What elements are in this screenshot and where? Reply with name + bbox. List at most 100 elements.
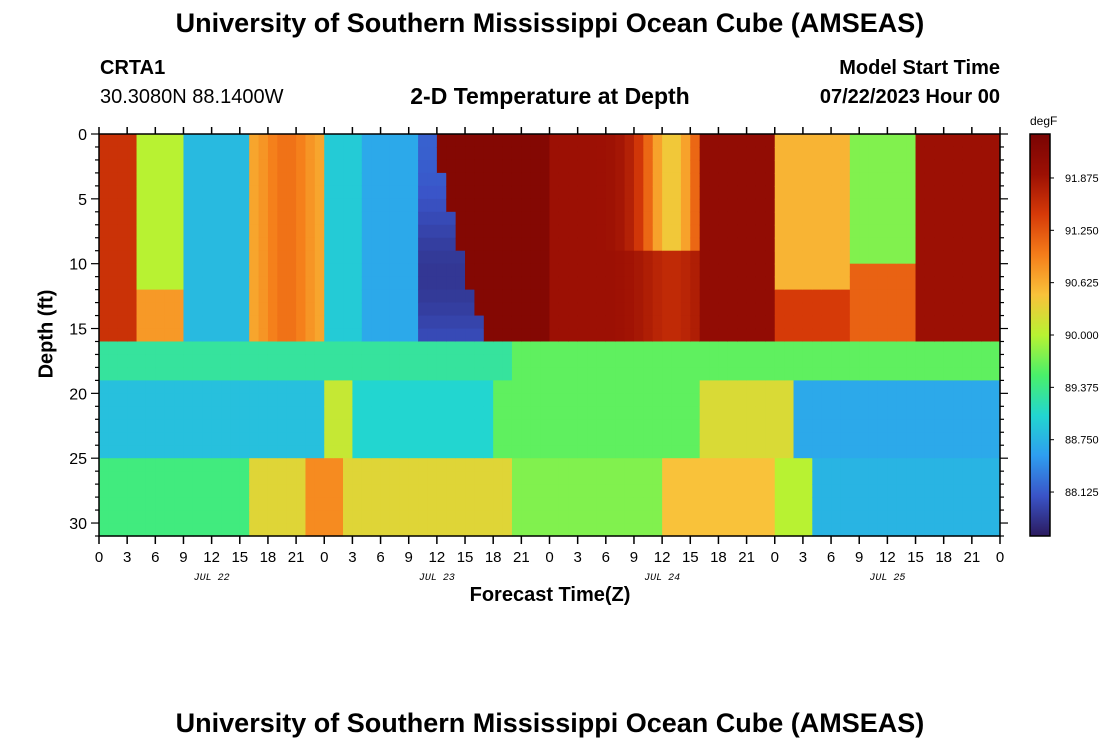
heatmap-cell [709, 159, 720, 174]
heatmap-cell [765, 341, 776, 356]
heatmap-cell [624, 146, 635, 161]
heatmap-cell [859, 276, 870, 291]
heatmap-cell [709, 185, 720, 200]
heatmap-cell [962, 237, 973, 252]
heatmap-cell [558, 146, 569, 161]
heatmap-cell [718, 185, 729, 200]
heatmap-cell [887, 341, 898, 356]
heatmap-cell [155, 185, 166, 200]
heatmap-cell [267, 328, 278, 343]
heatmap-cell [934, 393, 945, 407]
heatmap-cell [389, 445, 400, 459]
heatmap-cell [568, 198, 579, 213]
heatmap-cell [446, 497, 457, 511]
heatmap-cell [746, 445, 757, 459]
heatmap-cell [924, 445, 935, 459]
heatmap-cell [258, 354, 269, 369]
heatmap-cell [549, 263, 560, 278]
heatmap-cell [493, 497, 504, 511]
heatmap-cell [249, 159, 260, 174]
heatmap-cell [343, 211, 354, 226]
heatmap-cell [934, 263, 945, 278]
heatmap-cell [737, 497, 748, 511]
heatmap-cell [465, 354, 476, 369]
heatmap-cell [906, 380, 917, 394]
heatmap-cell [361, 523, 372, 537]
heatmap-cell [249, 250, 260, 265]
heatmap-cell [887, 198, 898, 213]
heatmap-cell [821, 471, 832, 485]
heatmap-cell [643, 523, 654, 537]
heatmap-cell [709, 134, 720, 148]
heatmap-cell [831, 134, 842, 148]
heatmap-cell [108, 134, 119, 148]
heatmap-cell [868, 146, 879, 161]
heatmap-cell [746, 328, 757, 343]
heatmap-cell [709, 315, 720, 330]
heatmap-cell [896, 341, 907, 356]
heatmap-cell [296, 393, 307, 407]
heatmap-cell [267, 458, 278, 472]
heatmap-cell [953, 380, 964, 394]
heatmap-cell [380, 276, 391, 291]
heatmap-cell [596, 510, 607, 524]
heatmap-cell [615, 159, 626, 174]
heatmap-cell [605, 185, 616, 200]
heatmap-cell [145, 393, 156, 407]
heatmap-cell [258, 497, 269, 511]
heatmap-cell [943, 471, 954, 485]
heatmap-cell [671, 211, 682, 226]
heatmap-cell [840, 458, 851, 472]
heatmap-cell [558, 185, 569, 200]
heatmap-cell [371, 237, 382, 252]
heatmap-cell [305, 172, 316, 187]
heatmap-cell [277, 211, 288, 226]
heatmap-cell [465, 224, 476, 239]
heatmap-cell [774, 523, 785, 537]
heatmap-cell [108, 250, 119, 265]
heatmap-cell [418, 146, 429, 161]
heatmap-cell [192, 432, 203, 446]
heatmap-cell [821, 497, 832, 511]
heatmap-cell [117, 185, 128, 200]
heatmap-cell [361, 134, 372, 148]
heatmap-cell [896, 497, 907, 511]
heatmap-cell [155, 198, 166, 213]
heatmap-cell [136, 354, 147, 369]
heatmap-cell [605, 172, 616, 187]
heatmap-cell [455, 419, 466, 433]
heatmap-cell [784, 211, 795, 226]
heatmap-cell [615, 354, 626, 369]
heatmap-cell [380, 146, 391, 161]
heatmap-cell [380, 458, 391, 472]
heatmap-cell [305, 302, 316, 317]
heatmap-cell [408, 471, 419, 485]
heatmap-cell [108, 211, 119, 226]
heatmap-cell [174, 134, 185, 148]
heatmap-cell [314, 510, 325, 524]
heatmap-cell [765, 510, 776, 524]
heatmap-cell [737, 380, 748, 394]
heatmap-cell [709, 406, 720, 420]
heatmap-cell [784, 172, 795, 187]
heatmap-cell [755, 159, 766, 174]
heatmap-cell [840, 328, 851, 343]
colorbar-scale [1029, 133, 1051, 537]
heatmap-cell [784, 367, 795, 381]
heatmap-cell [887, 471, 898, 485]
heatmap-cell [324, 419, 335, 433]
heatmap-cell [709, 523, 720, 537]
heatmap-cell [887, 484, 898, 498]
heatmap-cell [849, 471, 860, 485]
heatmap-cell [530, 237, 541, 252]
heatmap-cell [343, 406, 354, 420]
heatmap-cell [174, 432, 185, 446]
heatmap-cell [727, 523, 738, 537]
heatmap-cell [343, 380, 354, 394]
heatmap-cell [230, 406, 241, 420]
heatmap-cell [324, 237, 335, 252]
heatmap-cell [615, 211, 626, 226]
heatmap-cell [981, 471, 992, 485]
heatmap-cell [521, 328, 532, 343]
heatmap-cell [793, 471, 804, 485]
